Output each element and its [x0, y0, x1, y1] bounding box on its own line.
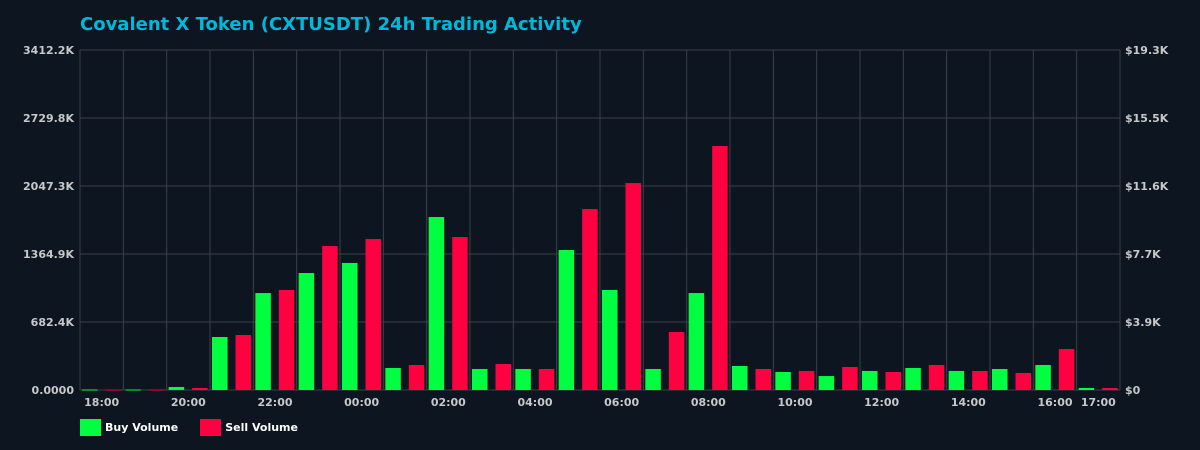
- x-tick-label: 06:00: [604, 396, 639, 409]
- y-tick-label-left: 2047.3K: [23, 180, 74, 193]
- x-tick-label: 00:00: [344, 396, 379, 409]
- buy-volume-bar: [1035, 364, 1051, 390]
- sell-volume-bar: [148, 389, 165, 391]
- y-tick-label-right: $3.9K: [1125, 316, 1161, 329]
- sell-volume-bar: [972, 370, 988, 390]
- x-tick-label: 14:00: [951, 396, 986, 409]
- x-tick-label: 22:00: [257, 396, 292, 409]
- buy-volume-bar: [428, 217, 445, 390]
- buy-volume-bar: [688, 293, 705, 390]
- x-tick-label: 17:00: [1081, 396, 1116, 409]
- sell-volume-bar: [278, 289, 295, 390]
- sell-volume-bar: [452, 237, 468, 390]
- y-tick-label-right: $15.5K: [1125, 112, 1169, 125]
- sell-volume-bar: [582, 209, 598, 390]
- buy-volume-bar: [298, 273, 315, 390]
- x-tick-label: 12:00: [864, 396, 899, 409]
- sell-volume-bar: [625, 183, 641, 390]
- legend: Buy Volume Sell Volume: [80, 419, 320, 436]
- buy-volume-bar: [905, 367, 921, 390]
- sell-volume-bar: [842, 366, 858, 390]
- buy-volume-bar: [732, 365, 748, 390]
- y-tick-label-left: 2729.8K: [23, 112, 74, 125]
- buy-volume-bar: [818, 376, 835, 390]
- sell-volume-bar: [495, 363, 511, 390]
- buy-volume-bar: [645, 368, 661, 390]
- buy-volume-bar: [992, 368, 1008, 390]
- legend-label-buy: Buy Volume: [105, 421, 179, 434]
- sell-volume-bar: [668, 332, 685, 390]
- sell-volume-bar: [538, 368, 555, 390]
- buy-volume-bar: [1078, 388, 1095, 390]
- buy-volume-bar: [602, 289, 618, 390]
- buy-volume-bar: [775, 371, 791, 390]
- buy-volume-bar: [168, 387, 185, 390]
- buy-volume-bar: [515, 368, 531, 390]
- y-tick-label-right: $11.6K: [1125, 180, 1169, 193]
- y-tick-label-left: 1364.9K: [23, 248, 74, 261]
- sell-volume-bar: [235, 334, 251, 390]
- chart-title: Covalent X Token (CXTUSDT) 24h Trading A…: [80, 14, 582, 35]
- x-tick-label: 02:00: [431, 396, 466, 409]
- sell-volume-bar: [1102, 388, 1118, 390]
- sell-volume-bar: [885, 371, 901, 390]
- sell-volume-bar: [798, 370, 815, 390]
- y-tick-label-right: $7.7K: [1125, 248, 1161, 261]
- y-tick-label-right: $19.3K: [1125, 44, 1169, 57]
- buy-volume-bar: [342, 262, 358, 390]
- buy-volume-bar: [948, 370, 965, 390]
- legend-item-sell[interactable]: Sell Volume: [200, 419, 298, 436]
- x-tick-label: 20:00: [171, 396, 206, 409]
- sell-volume-bar: [365, 239, 381, 390]
- sell-volume-bar: [408, 364, 425, 390]
- buy-volume-bar: [82, 389, 98, 391]
- legend-label-sell: Sell Volume: [225, 421, 298, 434]
- x-tick-label: 08:00: [691, 396, 726, 409]
- buy-volume-bar: [212, 336, 228, 390]
- sell-volume-bar: [322, 246, 338, 390]
- y-tick-label-right: $0: [1125, 384, 1141, 397]
- y-tick-label-left: 0.0000: [32, 384, 75, 397]
- legend-swatch-sell: [200, 419, 222, 436]
- sell-volume-bar: [1015, 372, 1031, 390]
- sell-volume-bar: [928, 364, 945, 390]
- buy-volume-bar: [862, 370, 878, 390]
- x-tick-label: 04:00: [517, 396, 552, 409]
- x-tick-label: 10:00: [777, 396, 812, 409]
- sell-volume-bar: [755, 368, 771, 390]
- y-tick-label-left: 3412.2K: [23, 44, 74, 57]
- x-tick-label: 18:00: [84, 396, 119, 409]
- y-tick-label-left: 682.4K: [31, 316, 75, 329]
- sell-volume-bar: [192, 388, 208, 390]
- legend-swatch-buy: [80, 419, 101, 436]
- sell-volume-bar: [105, 389, 121, 391]
- legend-item-buy[interactable]: Buy Volume: [80, 419, 178, 436]
- sell-volume-bar: [712, 145, 728, 390]
- x-tick-label: 16:00: [1037, 396, 1072, 409]
- buy-volume-bar: [472, 368, 488, 390]
- buy-volume-bar: [255, 293, 271, 390]
- buy-volume-bar: [558, 250, 575, 390]
- sell-volume-bar: [1058, 349, 1075, 390]
- buy-volume-bar: [385, 367, 401, 390]
- buy-volume-bar: [125, 389, 141, 391]
